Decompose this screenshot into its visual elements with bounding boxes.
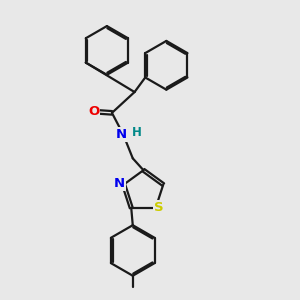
Text: H: H — [132, 126, 142, 139]
Text: N: N — [116, 128, 127, 141]
Text: N: N — [114, 177, 125, 190]
Text: O: O — [88, 106, 99, 118]
Text: S: S — [154, 201, 164, 214]
